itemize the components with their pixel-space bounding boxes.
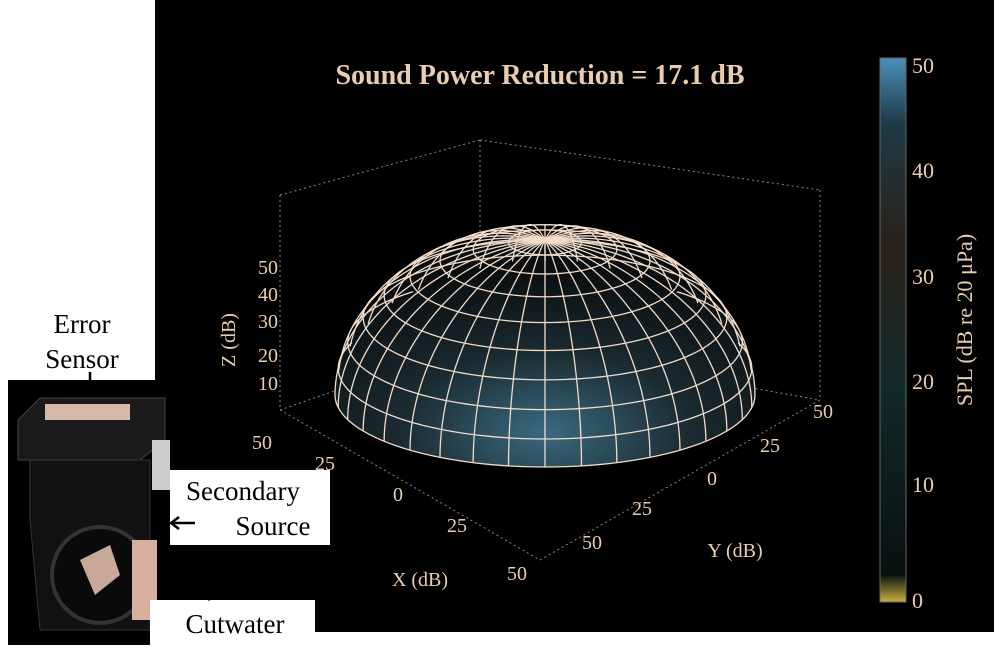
y-tick: 0 — [707, 468, 717, 490]
y-tick: 50 — [582, 532, 602, 554]
device-label: Cutwater — [186, 609, 285, 639]
z-tick: 50 — [258, 257, 278, 279]
device-illustration — [8, 380, 170, 645]
colorbar-tick: 40 — [912, 158, 934, 183]
colorbar — [880, 58, 906, 602]
title: Sound Power Reduction = 17.1 dB — [335, 60, 744, 91]
y-tick: 25 — [632, 498, 652, 520]
x-tick: 50 — [507, 563, 527, 585]
x-tick: 0 — [393, 484, 403, 506]
z-tick: 20 — [258, 345, 278, 367]
device-label: Secondary — [186, 476, 300, 506]
z-tick: 10 — [258, 373, 278, 395]
x-tick: 50 — [252, 432, 272, 454]
device-label: Error — [54, 309, 111, 339]
x-tick: 25 — [447, 515, 467, 537]
z-tick: 40 — [258, 284, 278, 306]
z-tick: 30 — [258, 311, 278, 333]
y-axis-label: Y (dB) — [707, 540, 762, 562]
colorbar-tick: 30 — [912, 264, 934, 289]
x-axis-label: X (dB) — [392, 569, 448, 591]
colorbar-tick: 20 — [912, 369, 934, 394]
device-label: Source — [236, 511, 311, 541]
colorbar-label: SPL (dB re 20 μPa) — [952, 234, 977, 406]
figure: Sound Power Reduction = 17.1 dB 50 40 30… — [0, 0, 994, 647]
z-axis-label: Z (dB) — [218, 313, 240, 367]
colorbar-tick: 0 — [912, 588, 923, 613]
y-tick: 25 — [760, 435, 780, 457]
y-tick: 50 — [813, 401, 833, 423]
colorbar-tick: 50 — [912, 53, 934, 78]
colorbar-tick: 10 — [912, 472, 934, 497]
device-label: Sensor — [45, 344, 119, 374]
